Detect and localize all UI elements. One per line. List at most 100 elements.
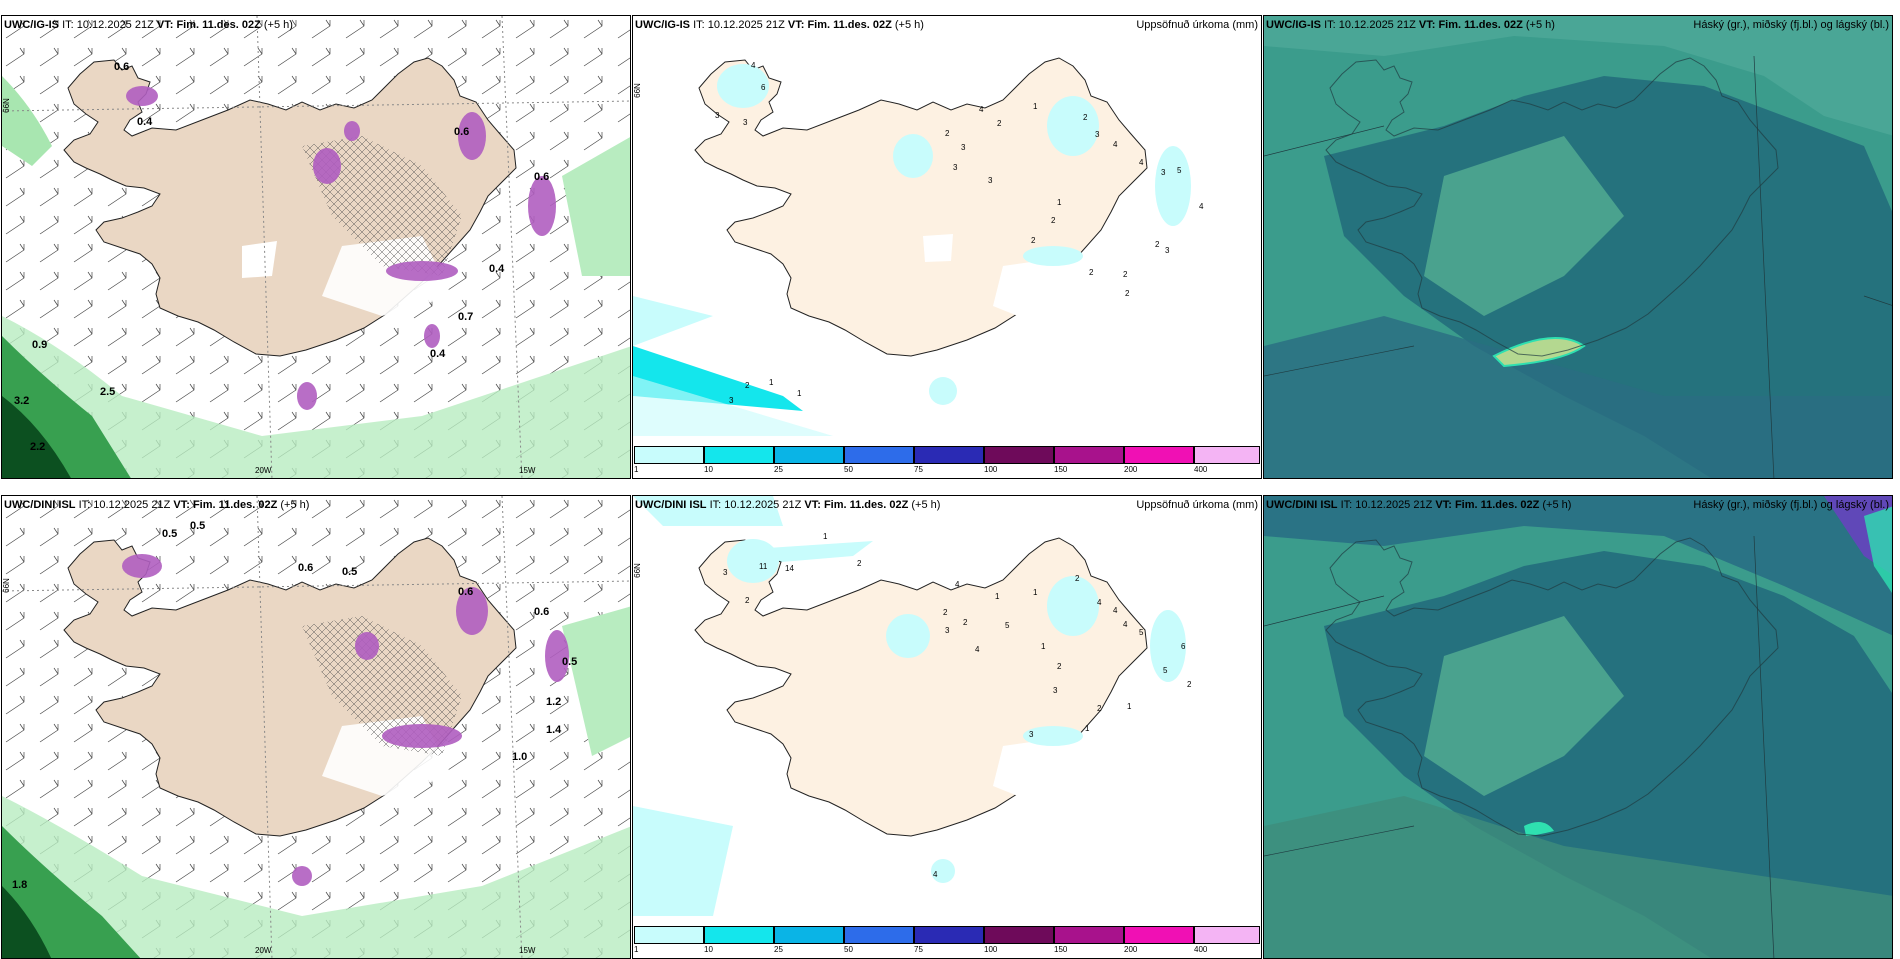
contour-label: 5 — [1163, 666, 1168, 675]
contour-label: 4 — [751, 61, 756, 70]
lon-label-15w: 15W — [519, 946, 536, 955]
map-cloud-igis — [1264, 16, 1892, 478]
precip-value: 0.6 — [298, 562, 314, 574]
precip-value: 1.2 — [546, 696, 562, 708]
colorbar-swatch — [844, 446, 914, 464]
init-label: IT: — [62, 19, 74, 31]
contour-label: 2 — [745, 381, 750, 390]
contour-label: 1 — [1085, 724, 1090, 733]
contour-label: 4 — [955, 580, 960, 589]
valid-time: Fim. 11.des. 02Z — [807, 19, 892, 31]
contour-label: 4 — [1199, 202, 1204, 211]
lon-label-15w: 15W — [519, 466, 536, 475]
lat-label: 66N — [1, 98, 11, 113]
colorbar-swatch — [844, 926, 914, 944]
precip-value: 0.5 — [342, 566, 358, 578]
lat-label: 66N — [1, 578, 11, 593]
model-name: UWC/IG-IS — [1266, 19, 1321, 31]
map-accum-precip-igis — [633, 57, 1191, 436]
precip-value: 1.4 — [546, 724, 562, 736]
contour-label: 3 — [1161, 168, 1166, 177]
colorbar-swatch — [1054, 446, 1124, 464]
contour-label: 2 — [1075, 574, 1080, 583]
forecast-offset: (+5 h) — [911, 499, 941, 511]
colorbar-accum-precip: 1 10 25 50 75 100 150 200 400 — [634, 446, 1260, 476]
colorbar-swatch — [984, 926, 1054, 944]
init-label: IT: — [1340, 499, 1353, 511]
colorbar-swatch — [1194, 926, 1260, 944]
colorbar-tick: 75 — [914, 465, 923, 474]
contour-label: 6 — [1181, 642, 1186, 651]
panel-header: UWC/IG-IS IT: 10.12.2025 21Z VT: Fim. 11… — [635, 19, 924, 31]
contour-label: 4 — [1113, 140, 1118, 149]
panel-header: UWC/DINI ISL IT: 10.12.2025 21Z VT: Fim.… — [635, 499, 940, 511]
precip-value: 0.6 — [454, 126, 470, 138]
panel-precip-wind-dini: UWC/DINI ISL IT: 10.12.2025 21Z VT: Fim.… — [1, 495, 631, 959]
contour-label: 4 — [1123, 620, 1128, 629]
contour-label: 2 — [1089, 268, 1094, 277]
forecast-offset: (+5 h) — [280, 499, 310, 511]
colorbar-swatch — [634, 926, 704, 944]
contour-label: 3 — [961, 143, 966, 152]
colorbar-accum-precip: 1 10 25 50 75 100 150 200 400 — [634, 926, 1260, 956]
map-precip-wind-dini — [2, 496, 630, 958]
contour-label: 2 — [997, 119, 1002, 128]
init-time: 10.12.2025 21Z — [76, 19, 154, 31]
contour-label: 1 — [995, 592, 1000, 601]
init-label: IT: — [1324, 19, 1336, 31]
map-precip-wind-igis — [2, 16, 630, 478]
colorbar-tick: 100 — [984, 465, 998, 474]
contour-label: 2 — [857, 559, 862, 568]
contour-label: 1 — [1057, 198, 1062, 207]
contour-label: 14 — [785, 564, 794, 573]
precip-value: 0.6 — [114, 61, 130, 73]
init-time: 10.12.2025 21Z — [707, 19, 785, 31]
panel-accum-precip-dini: UWC/DINI ISL IT: 10.12.2025 21Z VT: Fim.… — [632, 495, 1262, 959]
contour-label: 2 — [945, 129, 950, 138]
contour-label: 4 — [933, 870, 938, 879]
colorbar-swatch — [1194, 446, 1260, 464]
precip-value: 2.2 — [30, 441, 46, 453]
precip-value: 0.7 — [458, 311, 474, 323]
valid-label: VT: — [787, 19, 805, 31]
valid-time: Fim. 11.des. 02Z — [823, 499, 909, 511]
lon-label-20w: 20W — [255, 946, 272, 955]
contour-label: 4 — [979, 105, 984, 114]
forecast-offset: (+5 h) — [1542, 499, 1572, 511]
contour-label: 3 — [1095, 130, 1100, 139]
precip-value: 0.5 — [562, 656, 578, 668]
precip-value: 0.5 — [162, 528, 178, 540]
init-time: 10.12.2025 21Z — [724, 499, 802, 511]
contour-label: 2 — [1031, 236, 1036, 245]
colorbar-tick: 1 — [634, 465, 639, 474]
contour-label: 4 — [1139, 158, 1144, 167]
init-time: 10.12.2025 21Z — [1338, 19, 1416, 31]
panel-right-title: Uppsöfnuð úrkoma (mm) — [1136, 19, 1258, 31]
model-name: UWC/IG-IS — [4, 19, 59, 31]
colorbar-swatch — [984, 446, 1054, 464]
valid-time: Fim. 11.des. 02Z — [1438, 19, 1523, 31]
contour-label: 4 — [975, 645, 980, 654]
colorbar-swatch — [1124, 446, 1194, 464]
panel-right-title: Háský (gr.), miðský (fj.bl.) og lágský (… — [1693, 499, 1889, 511]
contour-label: 5 — [1139, 628, 1144, 637]
colorbar-swatch — [1054, 926, 1124, 944]
colorbar-swatch — [914, 926, 984, 944]
colorbar-swatch — [774, 926, 844, 944]
colorbar-tick: 25 — [774, 465, 783, 474]
valid-label: VT: — [1435, 499, 1452, 511]
lat-label: 66N — [632, 563, 642, 578]
lon-label-20w: 20W — [255, 466, 272, 475]
valid-label: VT: — [156, 19, 174, 31]
model-name: UWC/DINI ISL — [635, 499, 707, 511]
precip-value: 0.4 — [137, 116, 153, 128]
precip-value: 0.9 — [32, 339, 48, 351]
colorbar-tick: 10 — [704, 465, 713, 474]
init-label: IT: — [709, 499, 722, 511]
colorbar-tick: 400 — [1194, 465, 1208, 474]
panel-cloud-dini: UWC/DINI ISL IT: 10.12.2025 21Z VT: Fim.… — [1263, 495, 1893, 959]
contour-label: 4 — [1097, 598, 1102, 607]
panel-precip-wind-igis: UWC/IG-IS IT: 10.12.2025 21Z VT: Fim. 11… — [1, 15, 631, 479]
contour-label: 2 — [963, 618, 968, 627]
contour-label: 2 — [1123, 270, 1128, 279]
